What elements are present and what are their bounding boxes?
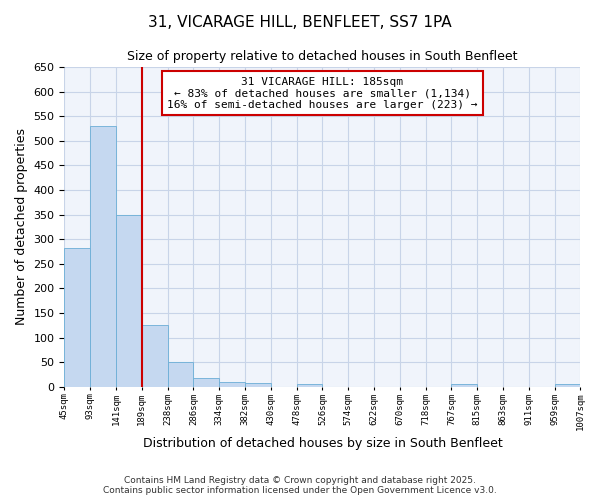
Text: 31, VICARAGE HILL, BENFLEET, SS7 1PA: 31, VICARAGE HILL, BENFLEET, SS7 1PA (148, 15, 452, 30)
Bar (142, 326, 167, 387)
Bar (554, 384, 580, 387)
Bar (451, 384, 477, 387)
Bar (296, 384, 322, 387)
Bar (219, 382, 245, 387)
Text: Contains HM Land Registry data © Crown copyright and database right 2025.
Contai: Contains HM Land Registry data © Crown c… (103, 476, 497, 495)
Bar (193, 378, 219, 387)
Bar (116, 214, 142, 387)
Bar (64, 248, 90, 387)
Bar (245, 384, 271, 387)
X-axis label: Distribution of detached houses by size in South Benfleet: Distribution of detached houses by size … (143, 437, 502, 450)
Bar (90, 126, 116, 387)
Title: Size of property relative to detached houses in South Benfleet: Size of property relative to detached ho… (127, 50, 518, 63)
Text: 31 VICARAGE HILL: 185sqm
← 83% of detached houses are smaller (1,134)
16% of sem: 31 VICARAGE HILL: 185sqm ← 83% of detach… (167, 76, 478, 110)
Y-axis label: Number of detached properties: Number of detached properties (15, 128, 28, 326)
Bar (167, 362, 193, 387)
